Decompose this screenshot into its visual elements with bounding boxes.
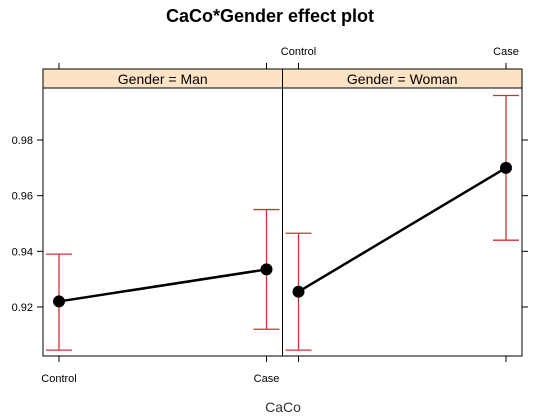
x-tick-label-bottom: Control bbox=[41, 373, 76, 385]
data-point bbox=[292, 285, 305, 298]
panels-group: Gender = Man Gender = Woman bbox=[42, 68, 523, 357]
x-axis-top: Control Case bbox=[58, 46, 519, 69]
data-point bbox=[53, 295, 65, 308]
x-axis-bottom: Control Case bbox=[41, 356, 507, 385]
y-tick-label: 0.94 bbox=[12, 246, 33, 258]
y-tick-label: 0.98 bbox=[12, 135, 33, 147]
panel-strip-label: Gender = Man bbox=[118, 71, 208, 87]
y-tick-label: 0.96 bbox=[12, 191, 33, 203]
x-tick-label-top: Case bbox=[493, 46, 519, 58]
series-line bbox=[58, 268, 267, 303]
x-tick-label-top: Control bbox=[281, 46, 316, 58]
y-axis: 0.92 0.94 0.96 0.98 bbox=[12, 135, 528, 314]
panel-2: Gender = Woman bbox=[282, 68, 523, 357]
chart-title: CaCo*Gender effect plot bbox=[166, 6, 374, 26]
panel-frame bbox=[42, 87, 283, 357]
data-point bbox=[260, 263, 273, 276]
series-line bbox=[297, 166, 507, 293]
panel-1: Gender = Man bbox=[42, 68, 283, 357]
x-axis-label: CaCo bbox=[265, 399, 301, 415]
panel-strip-label: Gender = Woman bbox=[347, 71, 458, 87]
x-tick-label-bottom: Case bbox=[254, 373, 280, 385]
y-tick-label: 0.92 bbox=[12, 302, 33, 314]
panel-frame bbox=[282, 87, 523, 357]
data-point bbox=[500, 161, 512, 174]
